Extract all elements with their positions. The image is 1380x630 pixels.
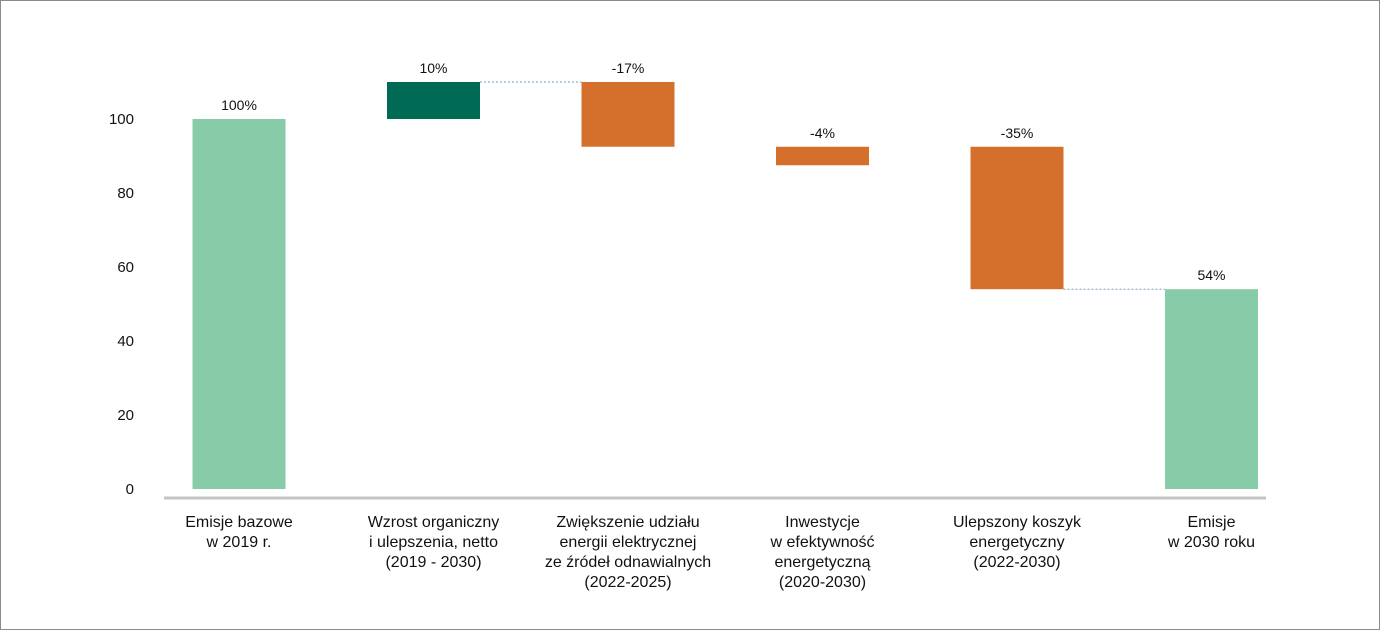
data-label: 10%: [419, 60, 447, 76]
data-label: 100%: [221, 97, 257, 113]
x-category-label-line: w 2030 roku: [1167, 534, 1256, 551]
y-tick-label: 40: [117, 333, 134, 350]
data-label: -17%: [612, 60, 645, 76]
x-category-label-line: energii elektrycznej: [559, 534, 697, 551]
y-tick-label: 20: [117, 407, 134, 424]
y-tick-label: 0: [126, 481, 134, 498]
y-tick-label: 60: [117, 259, 134, 276]
x-category-label-line: (2020-2030): [778, 574, 867, 591]
x-category-label: Inwestycje w efektywność energetyczną (2020…: [723, 513, 923, 593]
x-category-label: Zwiększenie udziału energii elektrycznej z…: [528, 513, 728, 593]
x-category-label-line: (2022-2025): [584, 574, 672, 591]
x-category-label-line: (2019 - 2030): [385, 554, 482, 571]
bar-decrease: [776, 146, 869, 166]
x-category-label-line: w efektywność: [770, 534, 875, 551]
x-category-label-line: (2022-2030): [973, 554, 1061, 571]
data-label: -4%: [810, 125, 835, 141]
data-label: -35%: [1001, 125, 1034, 141]
bar-decrease: [970, 146, 1064, 290]
x-category-label-line: Zwiększenie udziału: [556, 514, 700, 531]
x-category-label: Wzrost organiczny i ulepszenia, netto (201…: [334, 513, 534, 573]
x-category-label-line: energetyczną: [774, 554, 871, 571]
x-category-label-line: Ulepszony koszyk: [952, 514, 1082, 531]
x-category-label-line: Emisje: [1187, 514, 1236, 531]
bar-total: [192, 119, 286, 489]
x-category-label: Emisje bazowe w 2019 r.: [139, 513, 339, 553]
x-category-label: Emisje w 2030 roku: [1112, 513, 1312, 553]
x-category-label-line: Wzrost organiczny: [367, 514, 500, 531]
x-category-label-line: energetyczny: [969, 534, 1065, 551]
bar-increase: [387, 82, 480, 119]
x-category-label: Ulepszony koszyk energetyczny (2022-2030): [917, 513, 1117, 573]
y-tick-label: 100: [109, 111, 134, 128]
bar-total: [1165, 289, 1258, 489]
y-tick-label: 80: [117, 185, 134, 202]
x-category-label-line: ze źródeł odnawialnych: [544, 554, 712, 571]
x-category-label-line: w 2019 r.: [206, 534, 272, 551]
data-label: 54%: [1197, 267, 1225, 283]
x-category-label-line: Emisje bazowe: [185, 514, 293, 531]
bar-decrease: [581, 82, 675, 147]
x-category-label-line: Inwestycje: [785, 514, 860, 531]
x-category-label-line: i ulepszenia, netto: [369, 534, 498, 551]
